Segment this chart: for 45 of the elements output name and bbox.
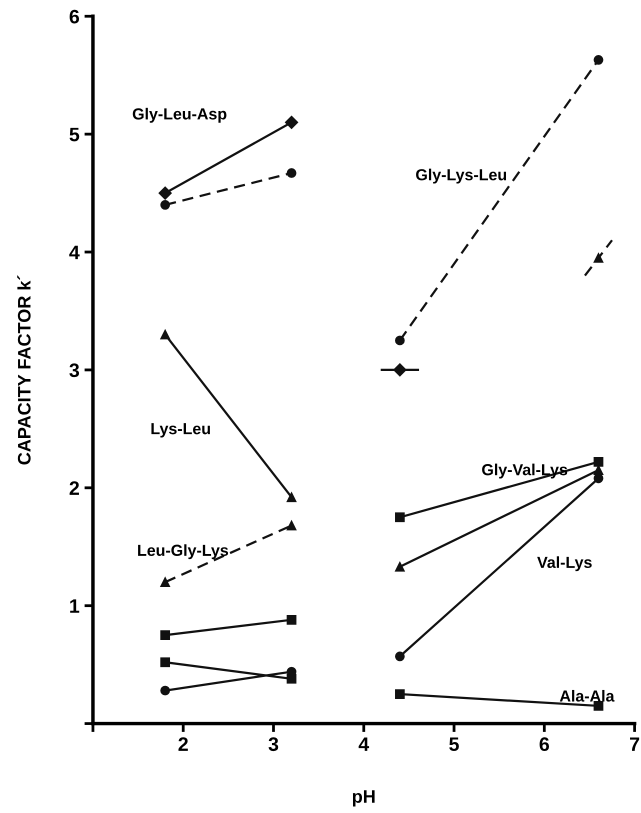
point xyxy=(395,336,405,346)
point xyxy=(286,614,296,625)
point xyxy=(286,168,296,178)
point xyxy=(160,657,170,668)
x-tick-label: 7 xyxy=(630,737,640,751)
annotation: Lys-Leu xyxy=(151,423,210,438)
point xyxy=(160,630,170,640)
point xyxy=(395,512,405,522)
annotation: Ala-Ala xyxy=(560,690,615,702)
point xyxy=(594,55,604,65)
y-tick-label: 2 xyxy=(70,481,79,495)
point xyxy=(158,186,172,200)
point xyxy=(594,253,604,263)
x-tick-label: 4 xyxy=(358,737,370,751)
y-tick-label: 1 xyxy=(70,599,80,613)
annotation: Val-Lys xyxy=(537,556,592,572)
point xyxy=(594,465,604,475)
point xyxy=(594,474,604,484)
annotation: Gly-Val-Lys xyxy=(482,464,568,479)
point xyxy=(160,577,170,587)
point xyxy=(160,330,170,340)
y-axis-title: CAPACITY FACTOR k´ xyxy=(17,275,31,464)
point xyxy=(286,492,296,502)
annotation: Leu-Gly-Lys xyxy=(138,544,228,560)
point xyxy=(160,200,170,210)
x-tick-label: 3 xyxy=(268,737,278,752)
point xyxy=(160,686,170,696)
point xyxy=(395,689,405,699)
x-axis-title: pH xyxy=(352,790,375,806)
annotation: Gly-Lys-Leu xyxy=(416,168,506,184)
x-tick-label: 6 xyxy=(540,737,550,752)
point xyxy=(594,457,604,467)
annotation: Gly-Leu-Asp xyxy=(132,108,226,123)
x-tick-label: 5 xyxy=(449,737,459,752)
y-tick-label: 4 xyxy=(69,246,80,260)
x-tick-label: 2 xyxy=(178,737,188,751)
y-tick-label: 5 xyxy=(70,128,80,142)
y-tick-label: 6 xyxy=(70,10,80,24)
y-tick-label: 3 xyxy=(69,363,80,378)
point xyxy=(393,363,406,377)
point xyxy=(395,562,405,572)
point xyxy=(594,701,604,711)
point xyxy=(284,116,298,129)
point xyxy=(286,520,296,530)
point xyxy=(395,652,405,662)
